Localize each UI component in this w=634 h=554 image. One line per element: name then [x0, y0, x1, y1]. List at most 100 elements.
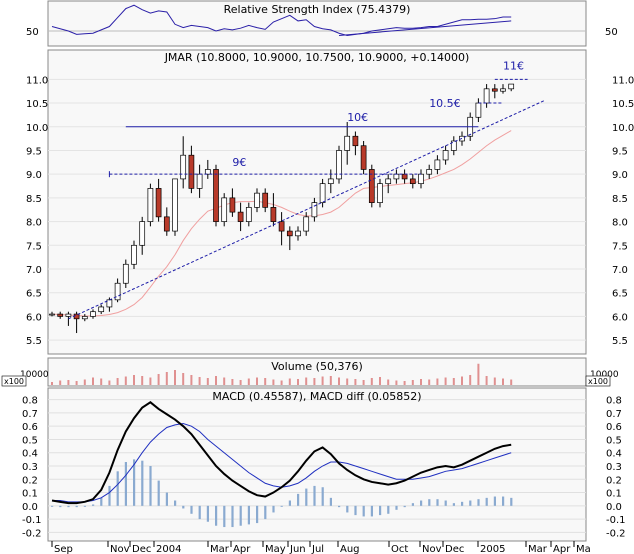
price-tick-label-right: 7.5 — [612, 241, 628, 252]
macd-tick-label-left: 0.5 — [22, 435, 38, 446]
candle-body — [163, 216, 170, 232]
x-axis-label: Apr — [233, 544, 251, 554]
macd-tick-label-left: 0.1 — [22, 489, 38, 500]
macd-histogram-bar — [100, 497, 103, 506]
candle-body — [180, 154, 187, 180]
macd-tick-label-left: 0.4 — [22, 449, 38, 460]
candle-body — [49, 313, 55, 316]
volume-bar — [420, 379, 422, 385]
volume-bar — [502, 378, 504, 385]
macd-tick-label-right: 0.4 — [606, 449, 622, 460]
price-tick-label-right: 8.5 — [612, 194, 628, 205]
macd-title: MACD (0.45587), MACD diff (0.05852) — [212, 390, 421, 403]
price-tick-label-right: 9.0 — [612, 170, 628, 181]
x-axis-label: Nov — [110, 544, 130, 554]
macd-histogram-bar — [264, 505, 267, 520]
volume-bar — [403, 381, 406, 385]
volume-bar — [67, 380, 70, 385]
candle-body — [172, 178, 178, 232]
rsi-tick-label-right: 50 — [605, 27, 618, 38]
macd-histogram-bar — [297, 493, 300, 506]
price-tick-label-left: 10.5 — [26, 99, 48, 110]
macd-histogram-bar — [444, 500, 447, 506]
volume-bar — [165, 372, 168, 385]
volume-bar — [256, 377, 258, 385]
candle-body — [344, 135, 351, 151]
rsi-title: Relative Strength Index (75.4379) — [224, 3, 411, 16]
candle-body — [278, 221, 285, 232]
candle-body — [295, 230, 301, 237]
price-tick-label-left: 9.0 — [26, 170, 42, 181]
volume-bar — [321, 376, 324, 385]
candle-body — [418, 173, 424, 185]
x-axis-label: 2004 — [156, 544, 181, 554]
volume-bar — [108, 380, 111, 385]
macd-histogram-bar — [83, 505, 86, 507]
macd-histogram-bar — [403, 505, 406, 508]
price-tick-label-left: 6.5 — [26, 289, 42, 300]
macd-histogram-bar — [256, 505, 259, 524]
level-10-5-label: 10.5€ — [429, 97, 461, 110]
price-tick-label-right: 6.0 — [612, 312, 628, 323]
candle-body — [319, 183, 326, 203]
candle-body — [147, 188, 154, 222]
x-axis-label: Jul — [311, 544, 324, 554]
candle-body — [262, 192, 269, 208]
rsi-panel — [47, 0, 587, 47]
macd-histogram-bar — [329, 497, 332, 506]
price-tick-label-left: 8.5 — [26, 194, 42, 205]
macd-tick-label-right: 0.5 — [606, 435, 622, 446]
x-axis-label: Aug — [340, 544, 360, 554]
candle-body — [483, 88, 490, 104]
volume-title: Volume (50,376) — [271, 360, 362, 373]
x-axis-label: Jun — [289, 544, 306, 554]
macd-histogram-bar — [206, 505, 209, 522]
macd-histogram-bar — [157, 480, 160, 506]
volume-bar — [100, 378, 103, 385]
rsi-trendline — [338, 20, 512, 36]
volume-bar — [288, 378, 291, 385]
macd-histogram-bar — [370, 505, 373, 517]
volume-bar — [206, 378, 209, 385]
candle-body — [426, 169, 433, 175]
macd-histogram-bar — [288, 500, 291, 506]
x-axis-label: Mar — [528, 544, 548, 554]
price-tick-label-right: 7.0 — [612, 265, 628, 276]
volume-bar — [149, 377, 152, 385]
volume-bar — [428, 379, 431, 385]
macd-histogram-bar — [362, 505, 365, 517]
candle-body — [245, 207, 252, 222]
macd-histogram-bar — [436, 499, 439, 506]
candle-body — [98, 306, 105, 313]
volume-bar — [452, 378, 455, 385]
candle-body — [475, 102, 482, 118]
macd-histogram-bar — [92, 504, 95, 506]
macd-histogram-bar — [387, 505, 390, 514]
macd-histogram-bar — [190, 505, 193, 514]
price-tick-label-right: 6.5 — [612, 289, 628, 300]
macd-histogram-bar — [133, 459, 136, 506]
rsi-line — [51, 4, 512, 36]
volume-bar — [346, 378, 349, 385]
x-axis-label: Dec — [132, 544, 151, 554]
macd-tick-label-right: 0.2 — [606, 475, 622, 486]
volume-bar — [370, 378, 373, 385]
macd-histogram-bar — [141, 460, 144, 506]
macd-histogram-bar — [116, 471, 119, 506]
macd-histogram-bar — [338, 505, 341, 508]
macd-histogram-bar — [149, 466, 152, 506]
candle-body — [139, 221, 146, 246]
macd-histogram-bar — [354, 505, 357, 516]
price-tick-label-right: 5.5 — [612, 336, 628, 347]
volume-bar — [305, 377, 308, 385]
macd-histogram-bar — [165, 492, 168, 506]
candle-body — [368, 169, 375, 203]
macd-tick-label-left: -0.1 — [22, 515, 42, 526]
price-tick-label-left: 11.0 — [26, 75, 48, 86]
candle-body — [434, 159, 441, 170]
macd-histogram-bar — [420, 500, 423, 506]
candle-body — [196, 173, 203, 189]
price-tick-label-left: 9.5 — [26, 146, 42, 157]
macd-histogram-bar — [174, 500, 177, 506]
macd-histogram-bar — [51, 505, 54, 507]
